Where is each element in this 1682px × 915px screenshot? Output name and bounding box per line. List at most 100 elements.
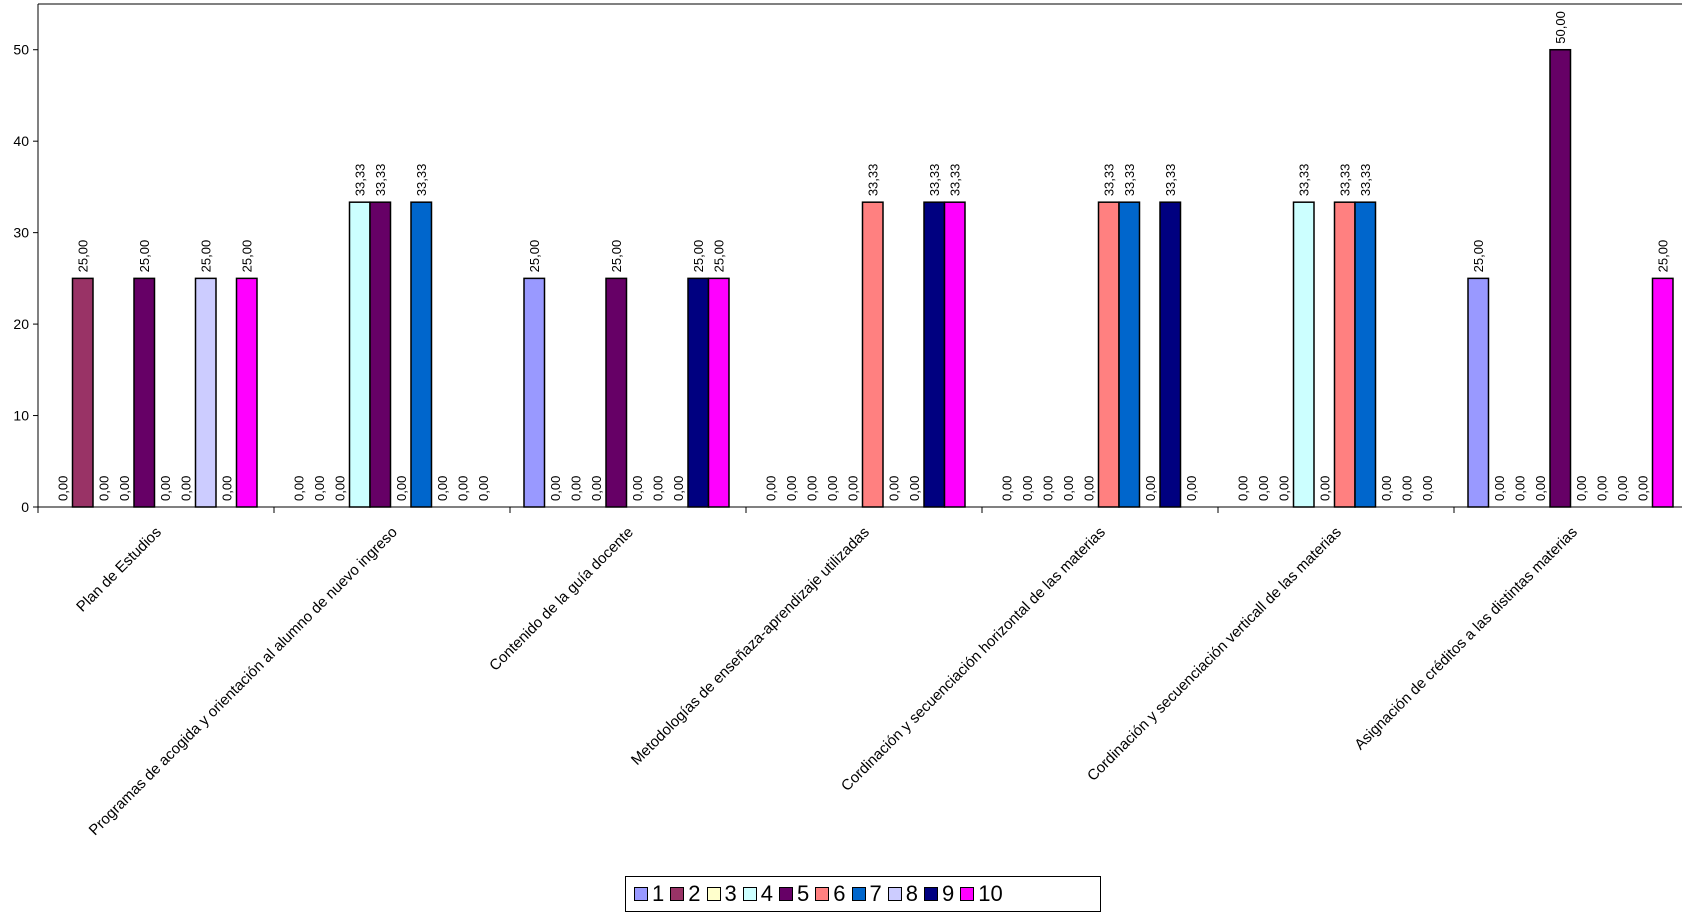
legend-swatch [815,887,830,901]
bar [943,201,966,508]
legend-label: 1 [652,881,665,906]
data-label: 0,00 [1512,476,1527,501]
legend-item: 5 [779,881,809,907]
data-label: 33,33 [1358,164,1373,197]
data-label: 25,00 [609,240,624,273]
legend-swatch [742,887,757,901]
bar [235,277,258,508]
bar [1467,277,1490,508]
data-label: 0,00 [158,476,173,501]
data-label: 0,00 [763,476,778,501]
data-label: 0,00 [784,476,799,501]
data-label: 0,00 [804,476,819,501]
bar [369,201,392,508]
data-label: 25,00 [712,240,727,273]
data-label: 0,00 [435,476,450,501]
data-label: 0,00 [394,476,409,501]
legend-label: 8 [905,881,918,906]
data-label: 0,00 [886,476,901,501]
bar [1292,201,1315,508]
legend-item: 4 [742,881,773,907]
bar [1549,48,1572,508]
data-label: 33,33 [1102,164,1117,197]
data-label: 0,00 [1276,476,1291,501]
data-label: 0,00 [671,476,686,501]
bar [707,277,730,508]
legend-swatch [851,887,866,901]
data-label: 0,00 [1143,476,1158,501]
y-tick-label: 0 [21,499,29,515]
legend-swatch [887,887,902,901]
bar [1159,201,1182,508]
legend-swatch [779,887,793,901]
data-label: 25,00 [76,240,91,273]
bar [1333,201,1356,508]
category-label: Plan de Estudios [73,524,165,616]
data-label: 33,33 [1163,164,1178,197]
data-label: 0,00 [1533,476,1548,501]
data-label: 0,00 [219,476,234,501]
data-label: 0,00 [1061,476,1076,501]
bar [923,201,946,508]
data-label: 0,00 [96,476,111,501]
data-label: 0,00 [291,476,306,501]
data-label: 0,00 [1184,476,1199,501]
data-label: 33,33 [1338,164,1353,197]
legend-item: 9 [924,881,954,907]
data-label: 0,00 [630,476,645,501]
data-label: 33,33 [948,164,963,197]
category-label: Asignación de créditos a las distintas m… [1351,524,1581,754]
data-label: 0,00 [1594,476,1609,501]
data-label: 0,00 [825,476,840,501]
data-label: 0,00 [1492,476,1507,501]
y-tick-label: 50 [13,42,29,58]
data-label: 33,33 [1297,164,1312,197]
data-label: 0,00 [178,476,193,501]
legend-swatch [706,887,721,901]
data-label: 0,00 [589,476,604,501]
data-label: 0,00 [1020,476,1035,501]
data-label: 0,00 [1615,476,1630,501]
data-label: 25,00 [1656,240,1671,273]
data-label: 25,00 [240,240,255,273]
data-label: 0,00 [907,476,922,501]
bar [687,277,710,508]
data-label: 33,33 [373,164,388,197]
data-label: 33,33 [866,164,881,197]
data-label: 25,00 [1471,240,1486,273]
category-label: Contenido de la guía docente [486,524,637,675]
legend-label: 2 [688,881,701,906]
data-label: 0,00 [845,476,860,501]
bar [1097,201,1120,508]
y-tick-label: 40 [13,133,29,149]
data-label: 0,00 [999,476,1014,501]
data-label: 0,00 [332,476,347,501]
data-label: 0,00 [455,476,470,501]
chart-legend: 1 2 3 4 5 6 7 8 9 10 [625,876,1101,912]
legend-label: 10 [978,881,1003,906]
data-label: 33,33 [414,164,429,197]
category-label: Programas de acogida y orientación al al… [86,524,401,839]
data-label: 25,00 [137,240,152,273]
data-label: 0,00 [1635,476,1650,501]
bar [71,277,94,508]
legend-item: 10 [960,881,1003,907]
data-label: 25,00 [691,240,706,273]
data-label: 0,00 [312,476,327,501]
data-label: 0,00 [1317,476,1332,501]
y-tick-label: 10 [13,408,29,424]
legend-item: 1 [634,881,664,907]
data-label: 0,00 [650,476,665,501]
bar [1354,201,1377,508]
legend-swatch [634,887,648,901]
data-label: 0,00 [476,476,491,501]
legend-label: 9 [942,881,955,906]
data-label: 0,00 [1081,476,1096,501]
bar [348,201,371,508]
legend-item: 3 [706,881,737,907]
y-tick-label: 20 [13,316,29,332]
data-label: 0,00 [1420,476,1435,501]
legend-item: 7 [851,881,882,907]
legend-swatch [670,887,685,901]
